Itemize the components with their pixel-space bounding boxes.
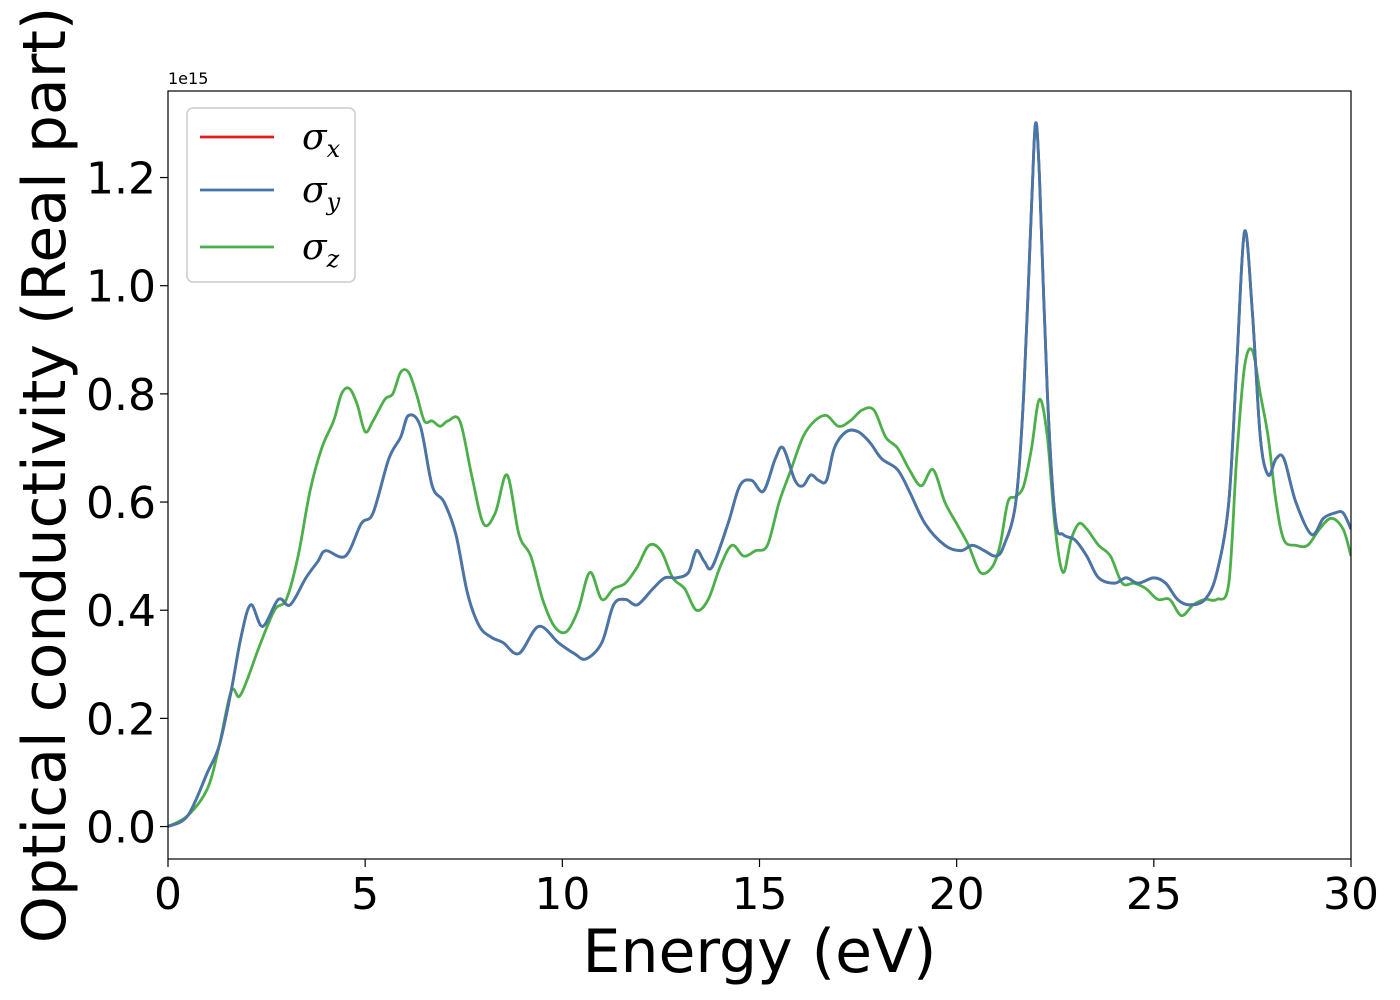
x-tick-label: 5 [351,869,379,920]
y-offset-label: 1e15 [168,69,208,88]
y-tick-label: 1.0 [86,262,156,313]
y-tick-label: 0.4 [86,586,156,637]
y-tick-label: 0.6 [86,478,156,529]
x-tick-label: 10 [534,869,590,920]
series-line-z [168,347,1351,828]
legend-box [186,107,356,283]
series-lines [168,121,1351,828]
x-tick-label: 15 [732,869,788,920]
y-axis-label: Optical conductivity (Real part) [10,7,80,944]
y-tick-label: 0.2 [86,694,156,745]
x-axis-label: Energy (eV) [583,917,937,987]
legend-label-y: σy [302,170,341,216]
x-tick-label: 20 [929,869,985,920]
x-tick-label: 0 [154,869,182,920]
y-tick-label: 0.0 [86,803,156,854]
legend: σx σy σz [186,107,356,283]
y-tick-label: 0.8 [86,370,156,421]
x-tick-label: 30 [1323,869,1379,920]
y-axis: 0.0 0.2 0.4 0.6 0.8 1.0 1.2 [86,154,168,854]
y-tick-label: 1.2 [86,154,156,205]
legend-label-z: σz [302,227,340,273]
series-line-y [168,121,1351,828]
x-tick-label: 25 [1126,869,1182,920]
x-axis: 0 5 10 15 20 25 30 [154,859,1379,920]
legend-label-x: σx [302,117,341,163]
